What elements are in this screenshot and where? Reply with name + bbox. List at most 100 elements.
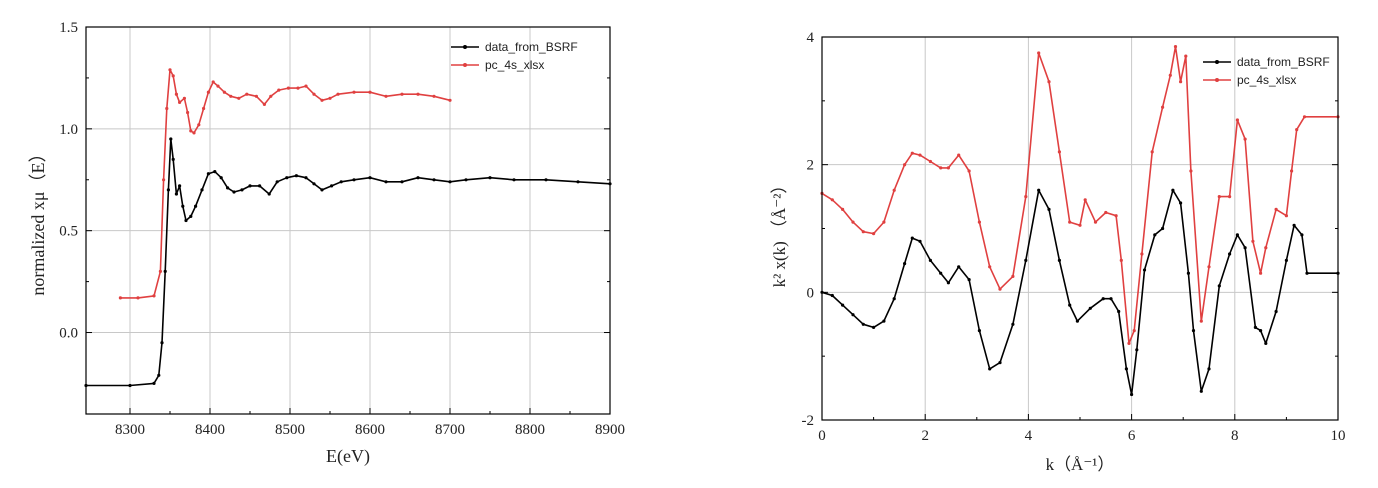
- data-point: [967, 278, 971, 282]
- legend-swatch-marker: [463, 63, 467, 67]
- data-point: [998, 361, 1002, 365]
- gridlines: [822, 37, 1338, 420]
- data-point: [1179, 80, 1183, 84]
- data-point: [1124, 367, 1128, 371]
- data-point: [939, 271, 943, 275]
- data-point: [160, 341, 164, 345]
- data-point: [258, 184, 262, 188]
- y-tick-label: -2: [802, 413, 815, 429]
- y-tick-label: 4: [807, 30, 815, 46]
- data-point: [216, 84, 220, 88]
- data-point: [162, 178, 166, 182]
- data-point: [1140, 252, 1144, 256]
- data-point: [213, 170, 217, 174]
- data-point: [1235, 118, 1239, 122]
- data-point: [851, 313, 855, 317]
- data-point: [918, 153, 922, 157]
- data-point: [178, 100, 182, 104]
- data-point: [168, 68, 172, 72]
- x-tick-label: 8800: [515, 422, 545, 438]
- data-point: [830, 198, 834, 202]
- data-point: [432, 94, 436, 98]
- data-point: [294, 174, 298, 178]
- data-point: [448, 98, 452, 102]
- legend-label: data_from_BSRF: [485, 40, 578, 54]
- data-point: [432, 178, 436, 182]
- data-point: [1117, 309, 1121, 314]
- data-point: [1171, 188, 1175, 192]
- data-point: [128, 383, 132, 388]
- data-point: [1217, 284, 1221, 288]
- data-point: [1253, 325, 1257, 329]
- data-point: [368, 176, 372, 180]
- data-point: [1047, 207, 1051, 211]
- data-point: [1243, 246, 1247, 250]
- y-tick-label: 0: [807, 285, 815, 301]
- data-point: [182, 96, 186, 100]
- data-point: [245, 92, 249, 96]
- x-tick-label: 6: [1128, 428, 1136, 444]
- data-point: [1217, 195, 1221, 199]
- data-point: [1199, 319, 1203, 323]
- data-point: [384, 180, 388, 184]
- ticks: 8300 8400 8500 8600 8700 8800 8900 0.0 0.5 1.0 1.5: [59, 20, 625, 438]
- data-point: [269, 94, 273, 98]
- data-point: [1127, 341, 1131, 345]
- data-point: [928, 258, 932, 262]
- data-point: [1228, 195, 1232, 199]
- chart-xanes: 8300 8400 8500 8600 8700 8800 8900 0.0 0.5 1.0 1.5…: [28, 20, 625, 467]
- data-point: [336, 92, 340, 96]
- data-point: [384, 94, 388, 98]
- data-point: [1290, 169, 1294, 173]
- data-point: [157, 373, 161, 377]
- data-point: [189, 214, 193, 218]
- data-point: [254, 94, 258, 98]
- data-point: [237, 96, 241, 100]
- data-point: [988, 367, 992, 371]
- data-point: [841, 207, 845, 211]
- data-point: [1024, 258, 1028, 262]
- x-tick-label: 8400: [195, 422, 225, 438]
- data-point: [240, 188, 244, 192]
- data-point: [232, 190, 236, 194]
- data-point: [1024, 195, 1028, 199]
- data-point: [304, 176, 308, 180]
- data-point: [488, 176, 492, 180]
- data-point: [1168, 73, 1172, 77]
- data-point: [219, 176, 223, 180]
- gridlines: [86, 27, 610, 414]
- data-point: [1068, 303, 1072, 307]
- data-point: [1057, 150, 1061, 154]
- x-tick-label: 8500: [275, 422, 305, 438]
- x-tick-label: 8: [1231, 428, 1239, 444]
- data-point: [872, 325, 876, 329]
- data-point: [1083, 198, 1087, 202]
- data-point: [1173, 45, 1178, 49]
- y-axis-label: normalized xμ（E）: [28, 144, 48, 295]
- legend-label: data_from_BSRF: [1237, 55, 1330, 69]
- legend: data_from_BSRF pc_4s_xlsx: [1203, 55, 1330, 87]
- data-point: [1075, 319, 1079, 323]
- x-tick-label: 4: [1025, 428, 1033, 444]
- data-point: [512, 178, 516, 182]
- x-tick-label: 8300: [115, 422, 145, 438]
- data-point: [416, 92, 420, 96]
- data-point: [1207, 265, 1211, 269]
- data-point: [312, 92, 316, 96]
- data-point: [181, 204, 185, 208]
- x-tick-label: 8700: [435, 422, 465, 438]
- data-point: [1101, 297, 1105, 301]
- data-point: [229, 94, 233, 98]
- data-point: [206, 172, 210, 176]
- data-point: [1161, 226, 1165, 231]
- data-point: [1191, 329, 1196, 333]
- data-point: [946, 166, 950, 170]
- data-point: [200, 188, 204, 192]
- data-point: [903, 163, 907, 167]
- plot-frame: [821, 36, 1339, 421]
- data-point: [296, 86, 300, 90]
- data-point: [174, 92, 178, 96]
- data-point: [1114, 214, 1118, 218]
- legend-swatch-marker: [1215, 78, 1219, 82]
